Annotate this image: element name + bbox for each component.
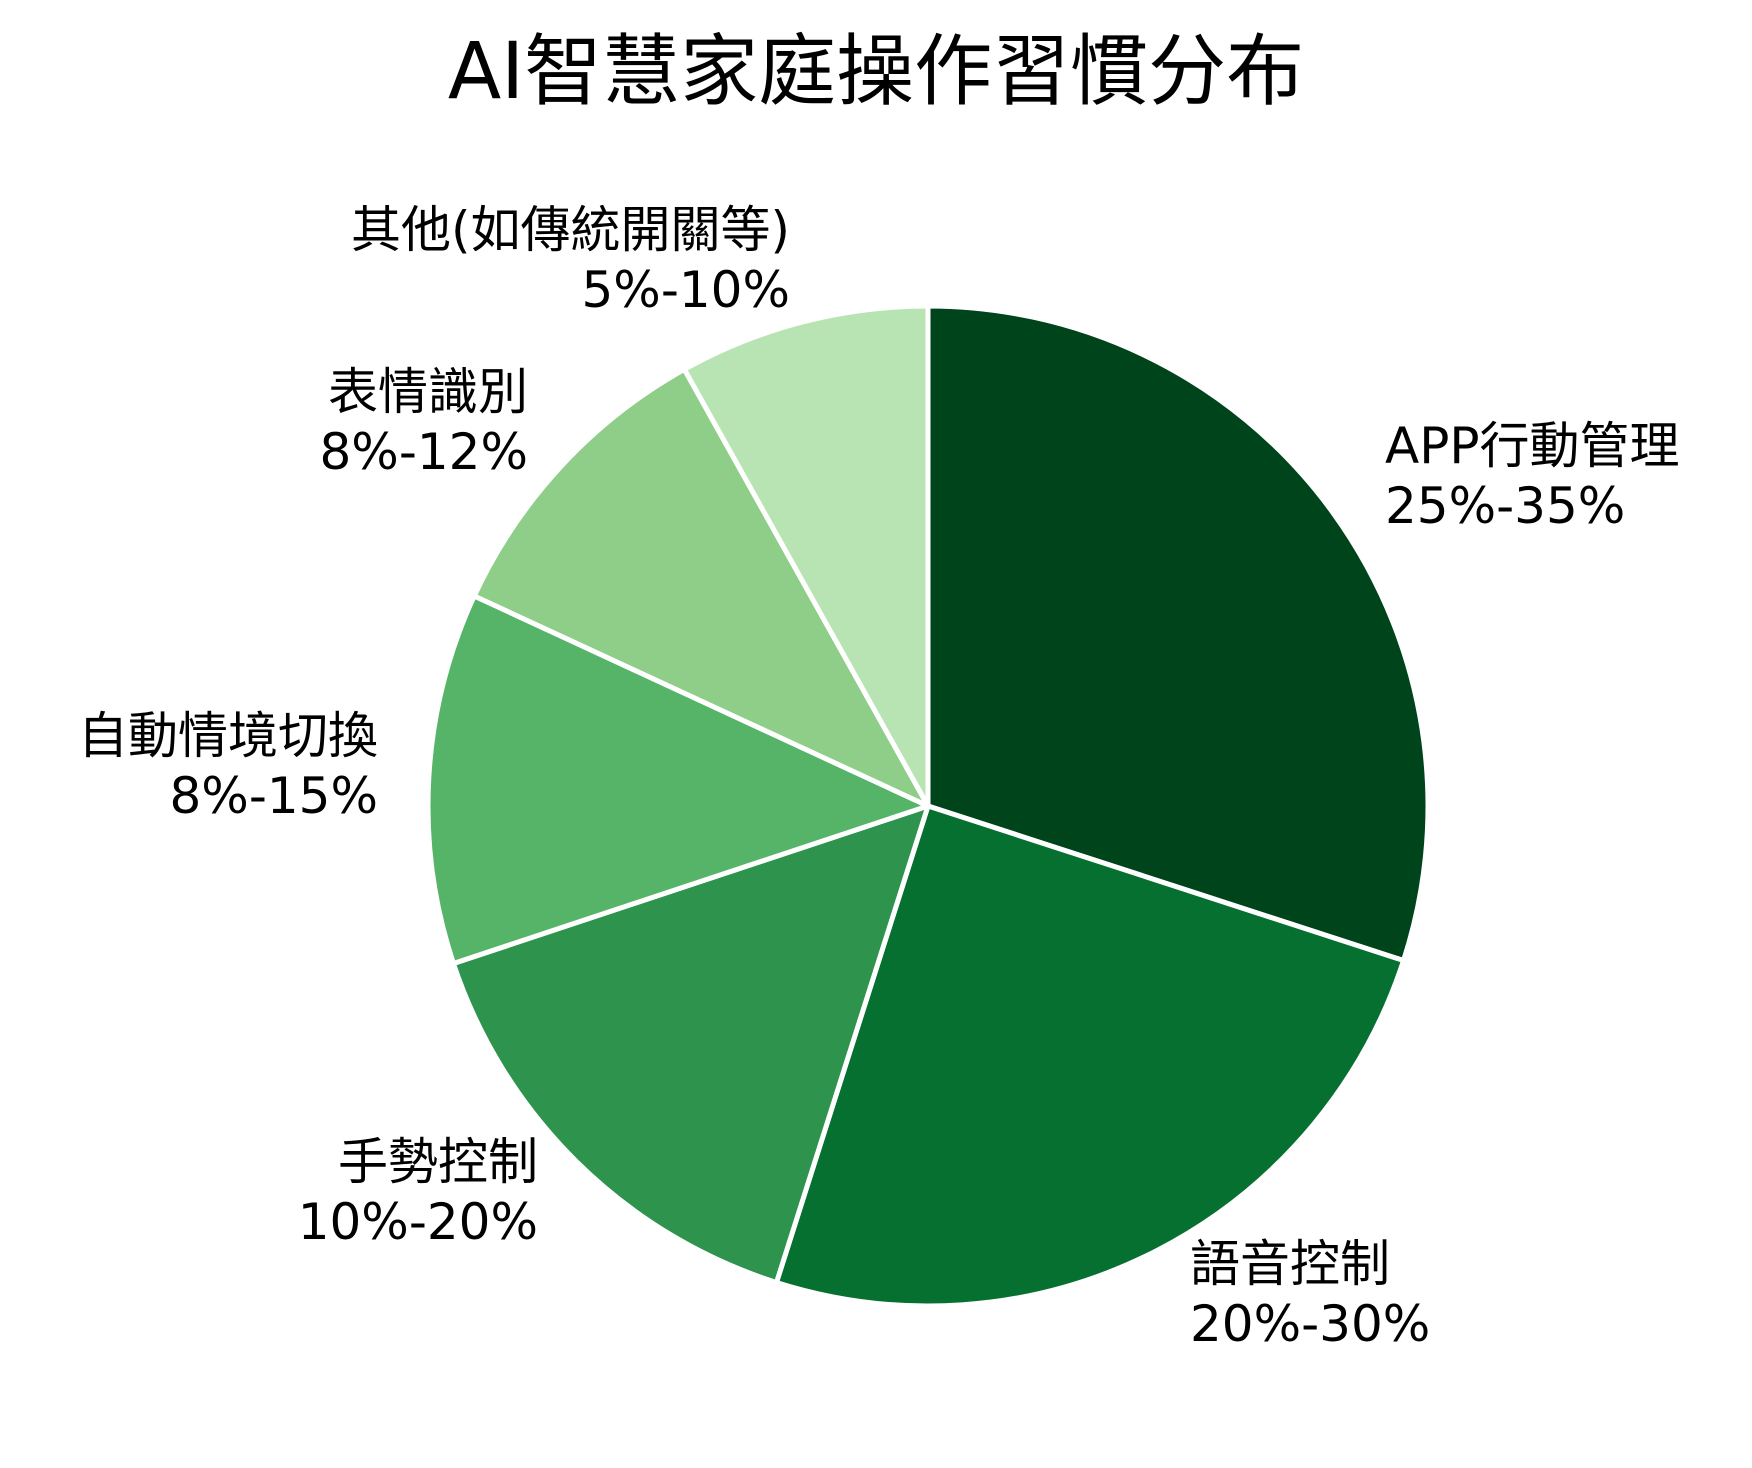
pie-slice [471, 366, 931, 809]
label-other: 其他(如傳統開關等) 5%-10% [351, 200, 790, 320]
pie-slice [925, 303, 1431, 964]
label-app: APP行動管理 25%-35% [1385, 416, 1680, 536]
label-auto-name: 自動情境切換 [78, 707, 378, 765]
label-expression-name: 表情識別 [328, 363, 528, 421]
pie-slice [681, 303, 931, 809]
label-gesture-range: 10%-20% [297, 1193, 538, 1251]
label-expression: 表情識別 8%-12% [320, 362, 529, 482]
label-expression-range: 8%-12% [319, 423, 529, 481]
label-app-name: APP行動管理 [1385, 417, 1680, 475]
label-other-range: 5%-10% [581, 261, 791, 319]
pie-slice [425, 593, 931, 966]
label-gesture: 手勢控制 10%-20% [298, 1132, 538, 1252]
label-other-name: 其他(如傳統開關等) [350, 201, 790, 259]
label-gesture-name: 手勢控制 [338, 1133, 538, 1191]
chart-title: AI智慧家庭操作習慣分布 [447, 27, 1305, 117]
label-auto: 自動情境切換 8%-15% [78, 706, 378, 826]
label-voice: 語音控制 20%-30% [1190, 1234, 1430, 1354]
pie-slice [773, 803, 1407, 1309]
label-voice-name: 語音控制 [1190, 1235, 1390, 1293]
label-app-range: 25%-35% [1385, 477, 1626, 535]
label-auto-range: 8%-15% [169, 767, 379, 825]
label-voice-range: 20%-30% [1190, 1295, 1431, 1353]
